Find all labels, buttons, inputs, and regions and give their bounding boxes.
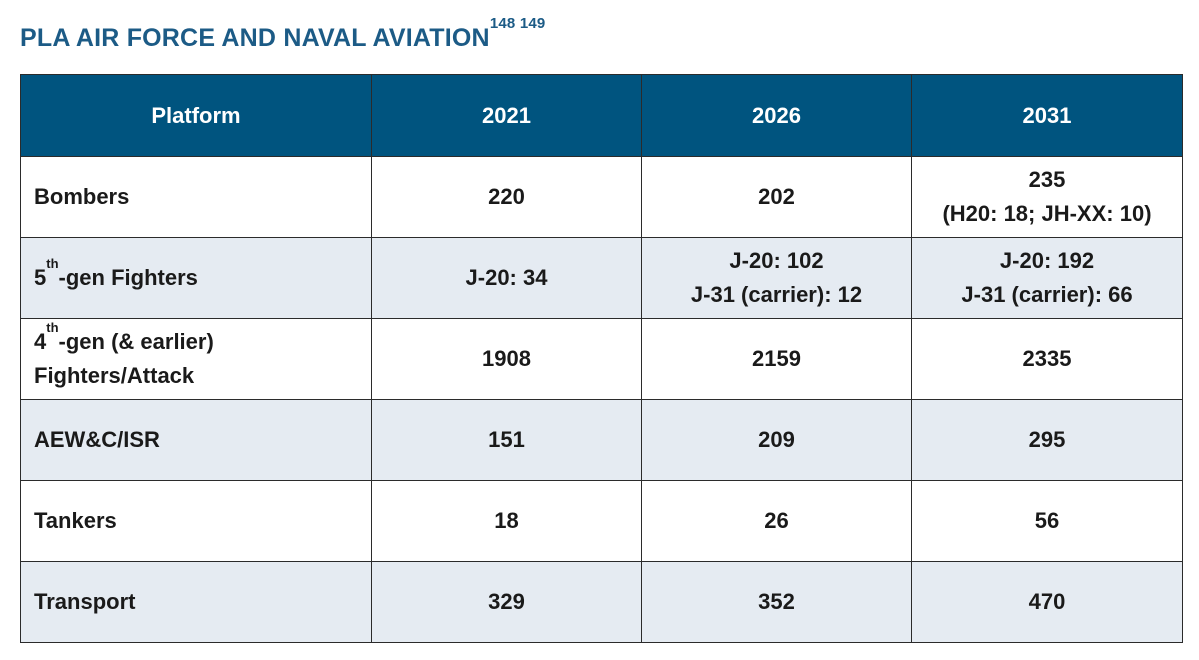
platform-cell: 5th-gen Fighters — [20, 237, 372, 319]
value-line: J-20: 102 — [729, 248, 824, 273]
table-header: Platform 2021 2026 2031 — [20, 74, 1183, 157]
ordinal-suffix: th — [46, 256, 59, 271]
table-row: Tankers 18 26 56 — [20, 480, 1183, 562]
platform-label: AEW&C/ISR — [34, 423, 363, 457]
header-row: Platform 2021 2026 2031 — [20, 74, 1183, 157]
table-row: AEW&C/ISR 151 209 295 — [20, 399, 1183, 481]
platform-label-text: 5 — [34, 265, 47, 290]
value-line: 352 — [758, 589, 795, 614]
value-cell: 26 — [641, 480, 912, 562]
value-line: J-20: 192 — [999, 248, 1095, 273]
title-text: PLA AIR FORCE AND NAVAL AVIATION — [20, 24, 490, 52]
platform-label-text: Tankers — [34, 508, 117, 533]
value-cell: J-20: 192 J-31 (carrier): 66 — [911, 237, 1183, 319]
value-cell: J-20: 102 J-31 (carrier): 12 — [641, 237, 912, 319]
platform-label: 4th-gen (& earlier) — [34, 321, 363, 359]
value-cell: 470 — [911, 561, 1183, 643]
value-cell: 18 — [371, 480, 642, 562]
header-2031: 2031 — [911, 74, 1183, 157]
platform-cell: 4th-gen (& earlier) Fighters/Attack — [20, 318, 372, 400]
value-line: 2159 — [752, 346, 801, 371]
value-line: 235 — [1028, 167, 1066, 192]
value-line: 56 — [1034, 508, 1060, 533]
table-row: Bombers 220 202 235 (H20: 18; JH-XX: 10) — [20, 156, 1183, 238]
table-title: PLA AIR FORCE AND NAVAL AVIATION148 149 — [20, 16, 545, 56]
platform-label-text: -gen Fighters — [58, 265, 198, 290]
value-line: 470 — [1028, 589, 1066, 614]
value-cell: 295 — [911, 399, 1183, 481]
platform-cell: Bombers — [20, 156, 372, 238]
value-line: 2335 — [1022, 346, 1072, 371]
title-footnotes: 148 149 — [489, 15, 546, 32]
value-cell: 151 — [371, 399, 642, 481]
header-platform: Platform — [20, 74, 372, 157]
aviation-table: Platform 2021 2026 2031 Bombers 220 202 235… — [20, 74, 1183, 643]
value-cell: J-20: 34 — [371, 237, 642, 319]
platform-label: Tankers — [34, 504, 363, 538]
value-cell: 329 — [371, 561, 642, 643]
table-body: Bombers 220 202 235 (H20: 18; JH-XX: 10) 5th-… — [20, 156, 1183, 643]
value-cell: 352 — [641, 561, 912, 643]
value-cell: 56 — [911, 480, 1183, 562]
value-cell: 202 — [641, 156, 912, 238]
platform-label: Transport — [34, 585, 363, 619]
platform-cell: Tankers — [20, 480, 372, 562]
value-line: 151 — [488, 427, 525, 452]
table-row: Transport 329 352 470 — [20, 561, 1183, 643]
platform-label-line2: Fighters/Attack — [34, 363, 195, 388]
value-cell: 1908 — [371, 318, 642, 400]
value-cell: 2335 — [911, 318, 1183, 400]
value-cell: 220 — [371, 156, 642, 238]
value-line: 18 — [494, 508, 519, 533]
platform-label: Bombers — [34, 180, 363, 214]
value-line: J-31 (carrier): 66 — [961, 282, 1133, 307]
header-2026: 2026 — [641, 74, 912, 157]
ordinal-suffix: th — [46, 320, 59, 335]
value-cell: 235 (H20: 18; JH-XX: 10) — [911, 156, 1183, 238]
header-2021: 2021 — [371, 74, 642, 157]
value-line: 1908 — [482, 346, 531, 371]
value-line: 26 — [764, 508, 789, 533]
platform-cell: AEW&C/ISR — [20, 399, 372, 481]
value-line: 329 — [488, 589, 525, 614]
value-line: (H20: 18; JH-XX: 10) — [942, 201, 1152, 226]
table-row: 4th-gen (& earlier) Fighters/Attack 1908 21… — [20, 318, 1183, 400]
platform-label: 5th-gen Fighters — [34, 257, 363, 295]
platform-label-text: -gen (& earlier) — [58, 329, 214, 354]
value-cell: 2159 — [641, 318, 912, 400]
platform-label-text: Bombers — [34, 184, 130, 209]
platform-cell: Transport — [20, 561, 372, 643]
value-line: 209 — [758, 427, 795, 452]
value-cell: 209 — [641, 399, 912, 481]
value-line: J-31 (carrier): 12 — [690, 282, 863, 307]
value-line: J-20: 34 — [465, 265, 548, 290]
table-row: 5th-gen Fighters J-20: 34 J-20: 102 J-31 (c… — [20, 237, 1183, 319]
platform-label-text: Transport — [34, 589, 136, 614]
value-line: 220 — [488, 184, 525, 209]
value-line: 202 — [758, 184, 795, 209]
value-line: 295 — [1028, 427, 1066, 452]
platform-label-text: 4 — [34, 329, 47, 354]
platform-label-text: AEW&C/ISR — [34, 427, 160, 452]
